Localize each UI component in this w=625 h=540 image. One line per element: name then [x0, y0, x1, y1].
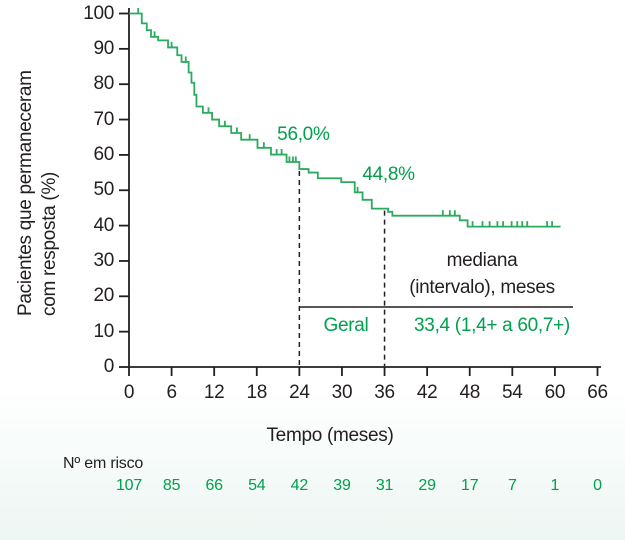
- x-tick-label: 18: [246, 382, 268, 403]
- median-header-line2: (intervalo), meses: [409, 277, 555, 298]
- risk-value: 54: [248, 477, 266, 494]
- km-curve: [129, 12, 561, 228]
- risk-value: 0: [593, 477, 602, 494]
- median-header-line1: mediana: [446, 250, 518, 271]
- x-tick-label: 0: [123, 382, 135, 403]
- y-tick-label: 50: [93, 179, 114, 201]
- x-tick-label: 6: [166, 382, 177, 403]
- x-tick-label: 12: [203, 382, 225, 403]
- risk-value: 7: [507, 477, 517, 494]
- curve-annotation: 44,8%: [362, 163, 415, 185]
- y-tick-label: 40: [93, 214, 114, 236]
- x-tick-label: 48: [459, 382, 480, 403]
- y-tick-label: 100: [83, 2, 114, 24]
- y-tick-label: 10: [93, 320, 114, 342]
- risk-value: 42: [290, 477, 309, 494]
- risk-value: 31: [375, 477, 394, 494]
- risk-table-label: Nº em risco: [63, 455, 144, 472]
- x-tick-label: 66: [587, 382, 608, 403]
- median-row-label: Geral: [323, 315, 369, 336]
- median-table-header: mediana (intervalo), meses: [372, 247, 592, 301]
- y-tick-label: 30: [93, 249, 114, 271]
- risk-value: 1: [550, 477, 560, 494]
- curve-annotation: 56,0%: [277, 124, 330, 146]
- x-tick-label: 24: [289, 382, 310, 403]
- y-axis-title: Pacientes que permaneceram com resposta …: [14, 6, 62, 316]
- x-tick-label: 60: [544, 382, 566, 403]
- risk-value: 39: [333, 477, 351, 494]
- y-tick-label: 0: [103, 356, 115, 377]
- y-tick-label: 80: [93, 73, 114, 95]
- risk-value: 17: [461, 477, 479, 494]
- y-tick-label: 60: [93, 143, 114, 165]
- x-tick-label: 30: [331, 382, 353, 403]
- risk-value: 29: [418, 477, 436, 494]
- y-tick-label: 20: [93, 285, 114, 307]
- x-axis-title: Tempo (meses): [266, 425, 394, 446]
- risk-value: 107: [115, 477, 143, 494]
- y-axis-title-line2: com resposta (%): [39, 171, 60, 316]
- x-tick-label: 36: [374, 382, 395, 403]
- risk-value: 66: [205, 477, 223, 494]
- x-tick-label: 54: [502, 382, 523, 403]
- y-axis-title-line1: Pacientes que permaneceram: [15, 70, 36, 316]
- risk-value: 85: [162, 477, 181, 494]
- median-row-value: 33,4 (1,4+ a 60,7+): [414, 315, 570, 336]
- y-tick-label: 90: [93, 37, 114, 59]
- y-tick-label: 70: [93, 108, 114, 130]
- x-tick-label: 42: [416, 382, 438, 403]
